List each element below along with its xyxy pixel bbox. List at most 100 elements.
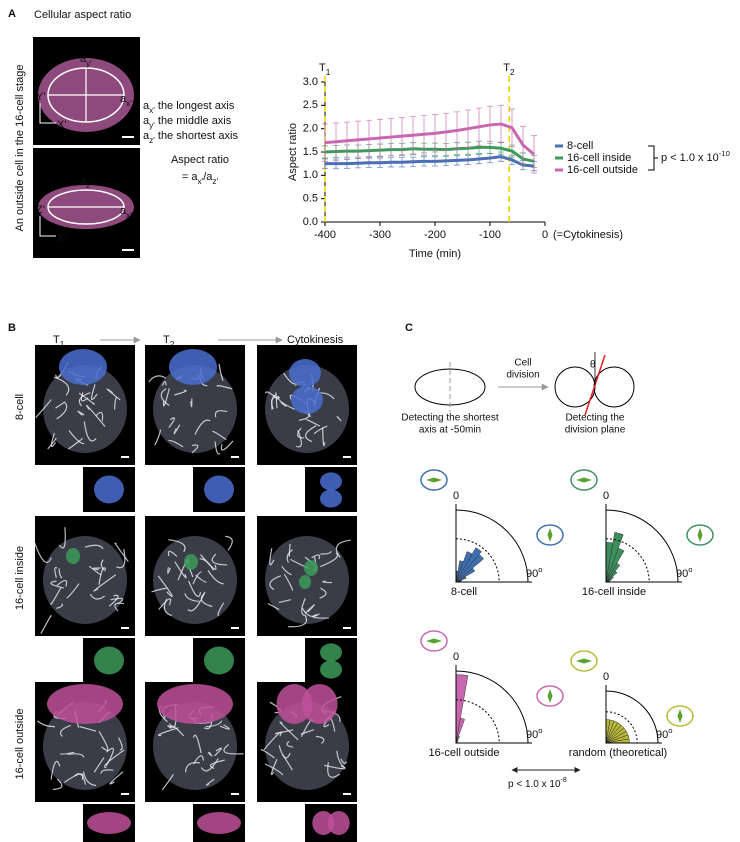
panel-title: Cellular aspect ratio <box>34 9 131 21</box>
microtubule <box>56 402 68 420</box>
microtubule <box>211 553 228 566</box>
significance-bracket <box>648 145 658 171</box>
text-run: T <box>163 334 170 346</box>
axis-label: ay' <box>80 53 92 68</box>
axes-icon <box>39 216 56 237</box>
x-tick-label: -400 <box>314 229 336 241</box>
microtubule <box>33 540 52 563</box>
microtubule <box>320 552 339 568</box>
text-run: T <box>503 62 510 74</box>
rose-zero: 0 <box>603 671 609 683</box>
axis-note: az' the shortest axis <box>143 130 238 145</box>
microtubule <box>205 720 223 728</box>
cell-blob <box>169 349 217 385</box>
rose-sector <box>455 554 484 583</box>
microtubule <box>74 773 87 785</box>
cell-blob <box>320 660 342 679</box>
cell-blob <box>204 475 234 504</box>
microtubule <box>213 747 222 757</box>
microtubule <box>157 727 179 737</box>
embryo <box>153 365 237 453</box>
text-run: 90 <box>656 729 668 741</box>
axes-icon <box>39 103 56 124</box>
caption: axis at -50min <box>419 425 481 436</box>
microtubule <box>54 567 58 578</box>
microtubule <box>190 398 193 408</box>
spindle <box>576 477 592 483</box>
microtubule <box>93 757 105 773</box>
microtubule <box>185 762 200 773</box>
cell-blob <box>94 646 124 675</box>
rose-zero: 0 <box>453 651 459 663</box>
microtubule <box>98 567 107 585</box>
embryo <box>43 365 127 453</box>
text-run: a <box>120 205 127 217</box>
text-run: 90 <box>676 568 688 580</box>
microtubule <box>100 559 106 572</box>
microtubule <box>89 593 105 600</box>
microtubule <box>157 575 173 597</box>
random-reference <box>605 711 638 744</box>
text-run: p < 1.0 x 10 <box>508 779 561 790</box>
microtubule <box>174 389 187 396</box>
theta: θ <box>590 360 596 371</box>
microtubule <box>168 439 184 448</box>
microtubule <box>161 380 167 386</box>
rose-frame <box>605 504 682 583</box>
microtubule <box>286 740 294 748</box>
microtubule <box>40 614 52 634</box>
y-tick-label: 0.0 <box>303 216 318 228</box>
caption: division plane <box>565 425 626 436</box>
cell-blob <box>327 811 350 835</box>
microtubule <box>77 410 85 416</box>
cell-blob <box>312 811 335 835</box>
microtubule <box>340 758 348 764</box>
cell-blob <box>320 489 342 508</box>
panel-label: C <box>405 322 413 334</box>
microtubule <box>109 771 124 785</box>
x-tick-label: 0 <box>542 229 548 241</box>
microtubule <box>59 751 75 755</box>
microtubule <box>263 731 282 751</box>
legend-label: 16-cell outside <box>567 164 638 176</box>
microtubule <box>195 574 207 583</box>
microtubule <box>56 603 63 609</box>
axis-letter: Z' <box>36 204 45 216</box>
cell-blob <box>299 575 311 589</box>
random-reference <box>605 538 650 583</box>
text-run: a <box>143 100 150 112</box>
microtubule <box>52 778 63 791</box>
side-label: An outside cell in the 16-cell stage <box>14 65 26 232</box>
legend-label: 8-cell <box>567 140 593 152</box>
cell-blob <box>59 349 107 385</box>
microtubule <box>148 375 167 383</box>
supscript: -10 <box>719 149 730 158</box>
microtubule <box>35 399 52 419</box>
microtubule <box>214 441 221 455</box>
cell-blob <box>204 646 234 675</box>
rose-ninety: 90o <box>526 565 543 580</box>
microtubule <box>217 602 225 617</box>
error-bar <box>531 135 537 174</box>
daughter-cell <box>593 366 635 408</box>
rose-label: 8-cell <box>451 586 477 598</box>
subscript: 1 <box>326 68 331 77</box>
y-axis-label: Aspect ratio <box>287 123 299 181</box>
microtubule <box>216 384 233 390</box>
subscript: x' <box>198 177 204 186</box>
microtubule <box>301 607 320 618</box>
axis-letter: Y' <box>36 91 45 103</box>
microtubule <box>269 575 282 591</box>
rose-label: random (theoretical) <box>569 747 667 759</box>
series-line <box>324 122 535 156</box>
supscript: o <box>538 726 542 735</box>
microtubule <box>193 755 204 765</box>
microtubule <box>174 561 187 579</box>
cell-blob <box>47 684 123 724</box>
microtubule <box>278 599 292 604</box>
embryo <box>43 536 127 624</box>
microtubule <box>158 598 172 610</box>
microtubule <box>281 565 292 576</box>
subscript: z' <box>149 136 155 145</box>
